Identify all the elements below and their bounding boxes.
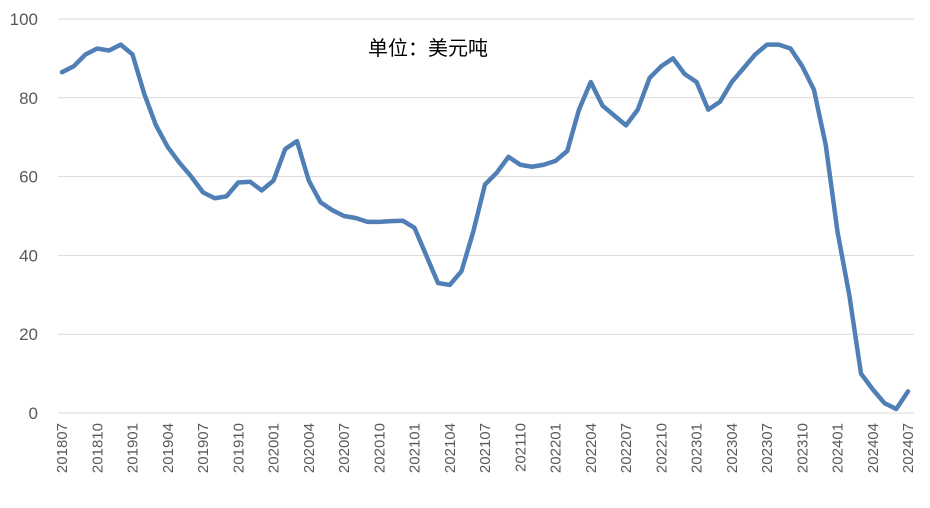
x-tick-label: 202104 — [442, 423, 459, 473]
x-tick-label: 202110 — [512, 423, 529, 472]
unit-annotation: 单位：美元吨 — [368, 36, 488, 60]
y-tick-label: 20 — [19, 325, 38, 344]
y-tick-label: 40 — [19, 246, 38, 265]
x-tick-label: 201910 — [230, 423, 247, 473]
x-tick-label: 201904 — [160, 423, 177, 473]
y-tick-label: 100 — [10, 10, 38, 29]
y-axis-tick-labels: 0 20 40 60 80 100 — [10, 10, 38, 423]
x-tick-label: 202210 — [653, 423, 670, 473]
series-line — [59, 42, 911, 412]
y-tick-label: 0 — [29, 404, 38, 423]
x-tick-label: 202310 — [794, 423, 811, 473]
x-tick-label: 202304 — [724, 423, 741, 473]
x-tick-label: 202201 — [548, 423, 565, 473]
x-tick-label: 202407 — [900, 423, 917, 473]
x-tick-label: 202301 — [689, 423, 706, 473]
gridlines — [58, 18, 914, 414]
x-axis-tick-labels: 201807 201810 201901 201904 201907 201910 2020… — [54, 423, 917, 473]
x-tick-label: 202107 — [477, 423, 494, 473]
x-tick-label: 202401 — [830, 423, 847, 473]
x-tick-label: 202001 — [266, 423, 283, 473]
x-tick-label: 201807 — [54, 423, 71, 473]
x-tick-label: 202207 — [618, 423, 635, 473]
y-tick-label: 60 — [19, 168, 38, 187]
x-tick-label: 202404 — [865, 423, 882, 473]
x-tick-label: 202307 — [759, 423, 776, 473]
x-tick-label: 201810 — [89, 423, 106, 473]
x-tick-label: 201907 — [195, 423, 212, 473]
x-tick-label: 202007 — [336, 423, 353, 473]
x-tick-label: 202004 — [301, 423, 318, 473]
x-tick-label: 202101 — [407, 423, 424, 473]
x-tick-label: 201901 — [125, 423, 142, 473]
x-tick-label: 202204 — [583, 423, 600, 473]
x-tick-label: 202010 — [371, 423, 388, 473]
y-tick-label: 80 — [19, 89, 38, 108]
